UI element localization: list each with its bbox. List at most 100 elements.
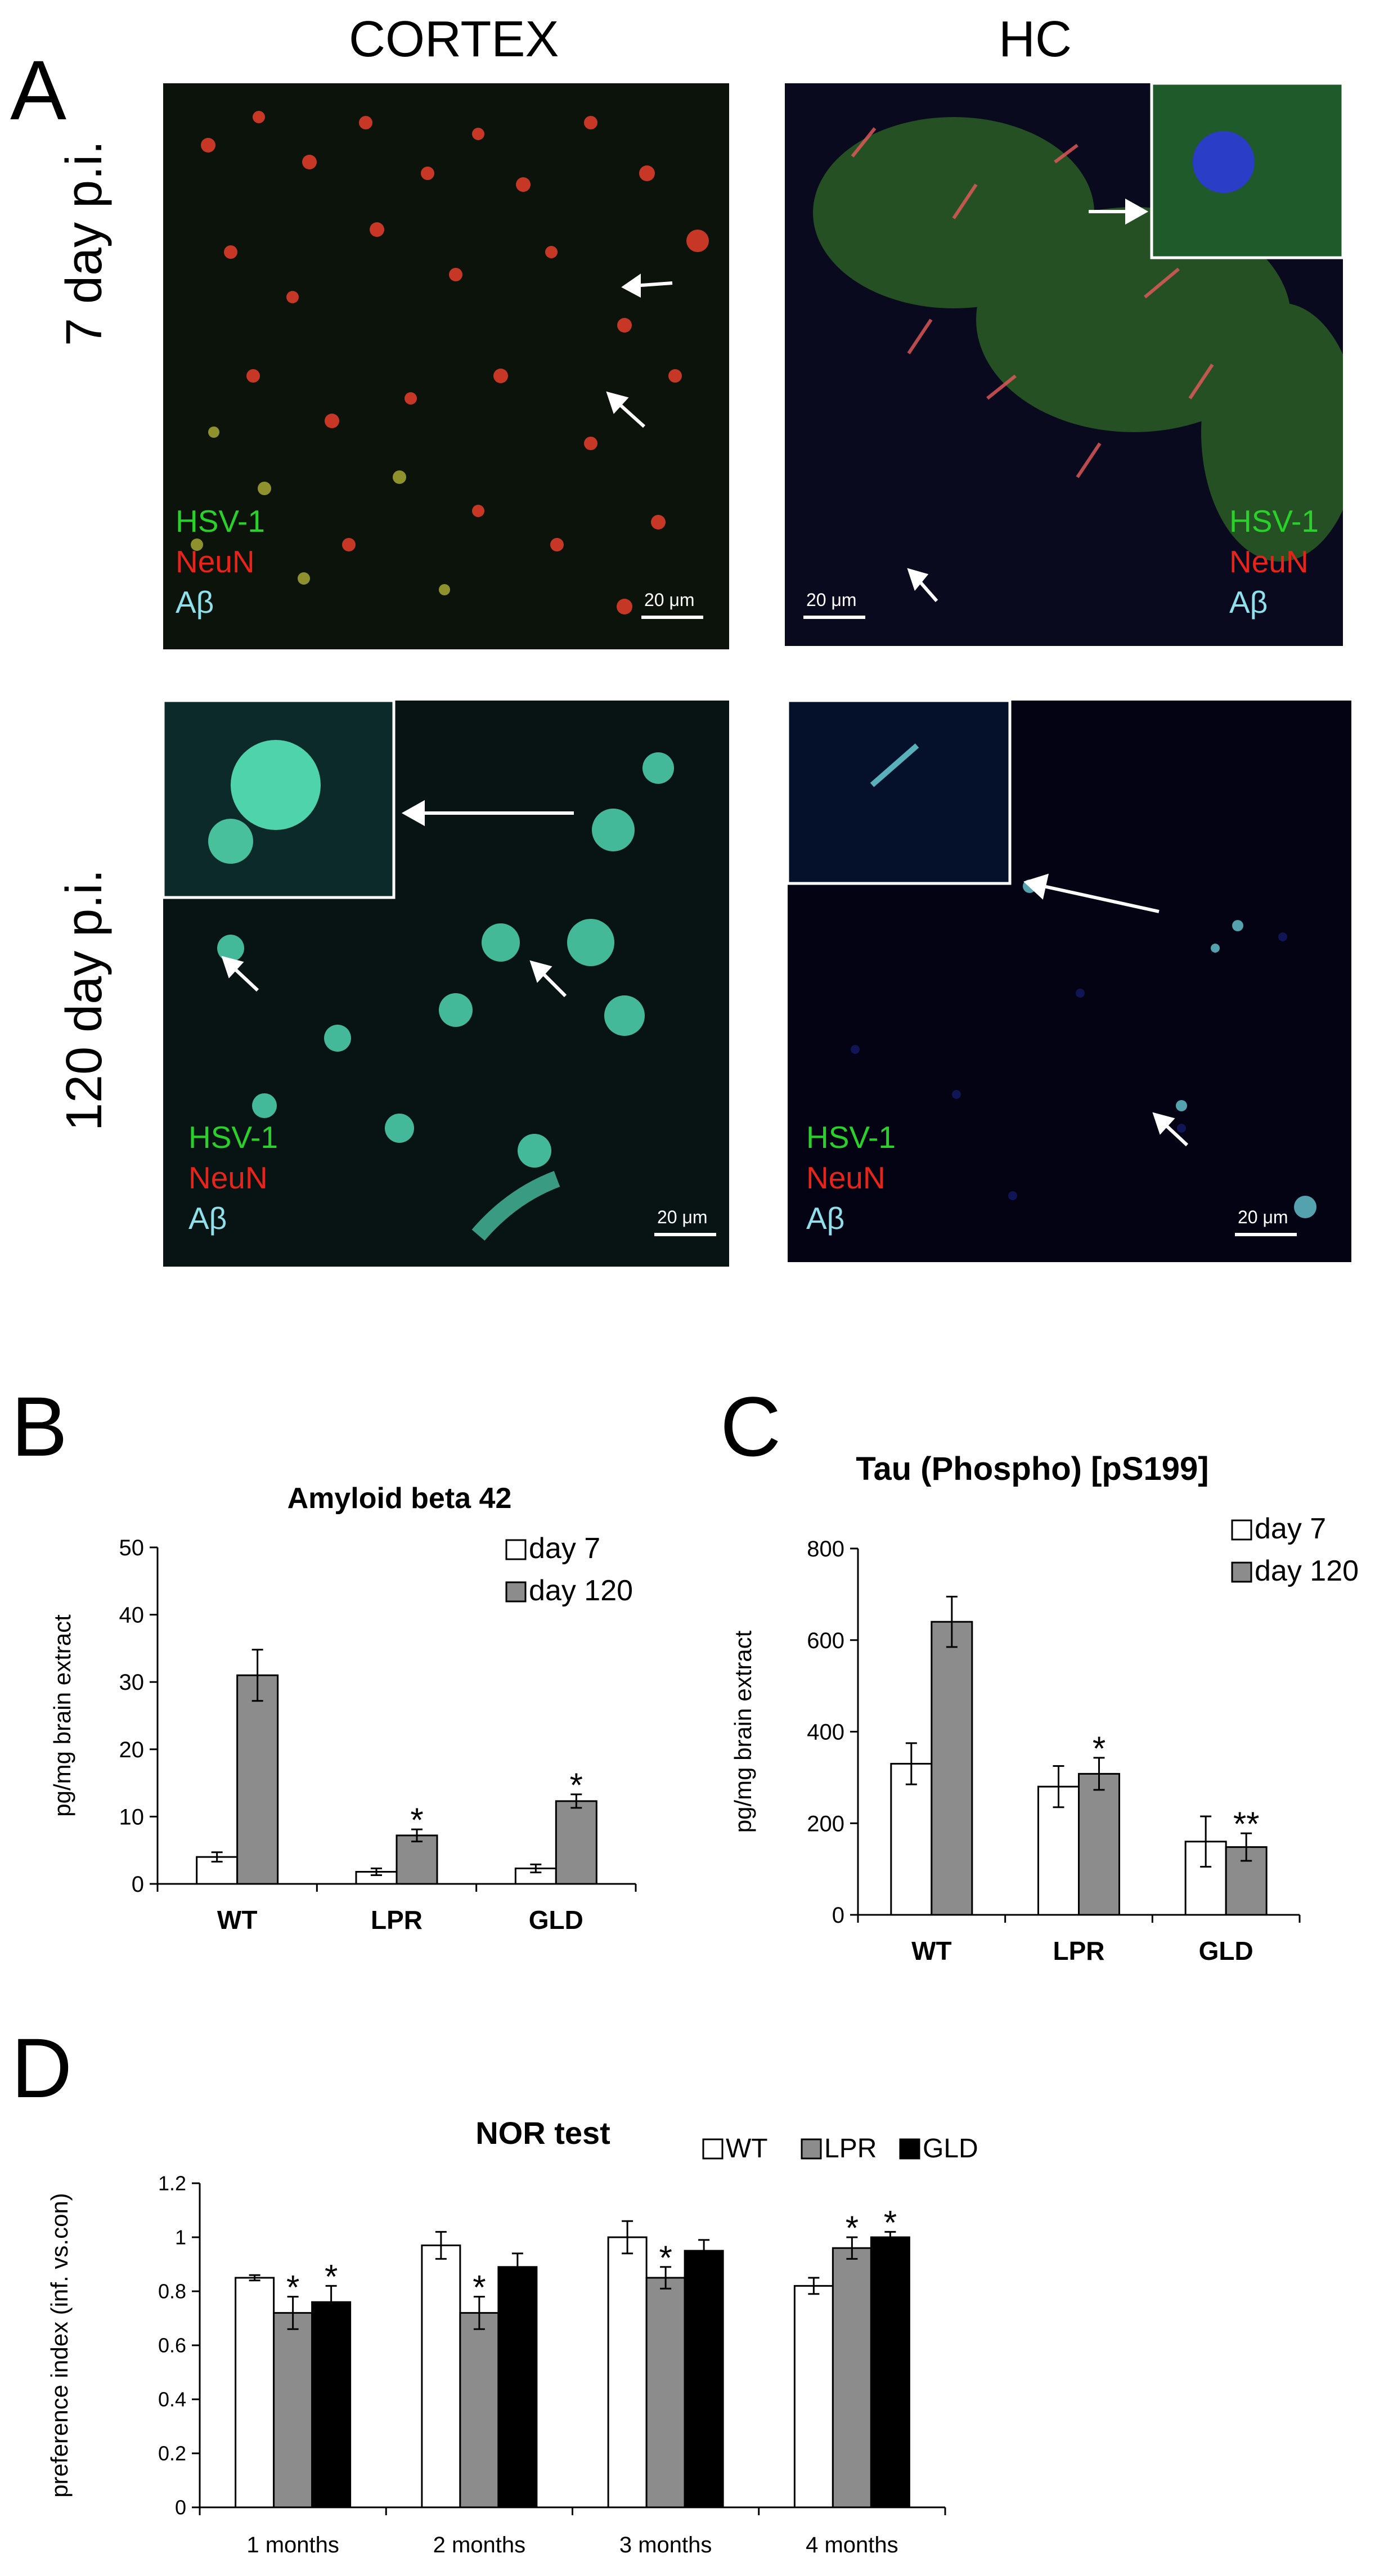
category-label: LPR (1053, 1936, 1105, 1965)
bar (1078, 1772, 1120, 1916)
legend-label: day 7 (529, 1532, 600, 1565)
legend-label: WT (726, 2134, 768, 2164)
y-tick-label: 0.4 (158, 2388, 186, 2411)
legend-swatch (1231, 1561, 1252, 1583)
category-label: WT (911, 1936, 952, 1965)
row-title-day120: 120 day p.i. (56, 869, 113, 1131)
scale-label: 20 μm (1238, 1207, 1288, 1227)
bar (931, 1621, 973, 1916)
legend-hsv1: HSV-1 (188, 1120, 278, 1155)
scale-label: 20 μm (806, 590, 857, 610)
y-tick-label: 0.2 (158, 2442, 186, 2465)
bar (273, 2312, 313, 2508)
scale-bar (803, 616, 865, 619)
panel-letter-d: D (11, 2021, 73, 2115)
legend-swatch (1231, 1519, 1252, 1541)
legend-label: GLD (923, 2134, 978, 2164)
legend-abeta: Aβ (176, 585, 214, 620)
legend-neun: NeuN (188, 1160, 268, 1195)
category-label: LPR (371, 1905, 423, 1935)
legend-hc-day7: HSV-1 NeuN Aβ (1229, 501, 1319, 622)
legend-swatch (702, 2138, 724, 2160)
bar (607, 2236, 648, 2508)
significance-star: * (325, 2258, 338, 2295)
chart-title: Amyloid beta 42 (287, 1482, 512, 1515)
chart-title: Tau (Phospho) [pS199] (856, 1451, 1208, 1487)
legend-label: LPR (824, 2134, 877, 2164)
chart-amyloid-beta-42: Amyloid beta 42 pg/mg brain extract 0 10 20 3… (49, 1482, 637, 1935)
y-axis-label: pg/mg brain extract (49, 1614, 75, 1817)
legend-abeta: Aβ (806, 1201, 845, 1236)
y-tick-label: 400 (807, 1720, 844, 1745)
legend-label: day 120 (1255, 1555, 1359, 1587)
y-tick-label: 0.6 (158, 2334, 186, 2357)
category-label: WT (217, 1905, 258, 1935)
category-label: 3 months (619, 2533, 712, 2557)
y-axis-label: pg/mg brain extract (730, 1630, 756, 1833)
chart-title: NOR test (475, 2115, 610, 2151)
y-tick-label: 30 (119, 1670, 145, 1695)
scale-label: 20 μm (644, 590, 695, 610)
panel-letter-b: B (11, 1379, 68, 1474)
legend-hc-day120: HSV-1 NeuN Aβ (806, 1117, 896, 1238)
micrograph-hc-day120 (788, 701, 1351, 1262)
y-axis-label: preference index (inf. vs.con) (46, 2193, 73, 2498)
bar (684, 2250, 724, 2508)
significance-star: * (1093, 1730, 1106, 1767)
micrograph-hc-day7 (785, 83, 1343, 646)
legend-hsv1: HSV-1 (1229, 504, 1319, 538)
bar (645, 2277, 686, 2508)
bar (497, 2266, 538, 2508)
legend-neun: NeuN (1229, 544, 1309, 579)
y-tick-label: 40 (119, 1603, 145, 1628)
bar (890, 1762, 933, 1916)
bar (793, 2285, 834, 2508)
legend-label: day 7 (1255, 1513, 1326, 1545)
row-title-day7: 7 day p.i. (56, 140, 113, 346)
y-tick-label: 600 (807, 1628, 844, 1653)
y-tick-label: 0 (832, 1903, 844, 1928)
legend-swatch (899, 2138, 920, 2160)
significance-star: * (884, 2203, 897, 2241)
legend-neun: NeuN (806, 1160, 886, 1195)
category-label: 2 months (433, 2533, 526, 2557)
y-tick-label: 10 (119, 1805, 145, 1829)
y-tick-label: 1.2 (158, 2172, 186, 2195)
bar (311, 2301, 352, 2508)
bar (421, 2244, 461, 2508)
significance-star: * (410, 1801, 423, 1839)
legend-label: day 120 (529, 1574, 633, 1607)
scale-bar (654, 1233, 716, 1236)
column-title-cortex: CORTEX (349, 11, 559, 68)
chart-nor-test: NOR test preference index (inf. vs.con) 0 0… (46, 2115, 978, 2557)
y-tick-label: 0.8 (158, 2280, 186, 2303)
bar (555, 1800, 597, 1885)
panel-letter-c: C (720, 1379, 781, 1474)
category-label: 1 months (246, 2533, 339, 2557)
chart-tau-phospho: Tau (Phospho) [pS199] pg/mg brain extract… (730, 1451, 1359, 1965)
bar (235, 2277, 275, 2508)
y-tick-label: 0 (132, 1872, 144, 1897)
legend-abeta: Aβ (1229, 585, 1268, 620)
y-tick-label: 0 (175, 2496, 186, 2519)
legend-hsv1: HSV-1 (806, 1120, 896, 1155)
legend-cortex-day7: HSV-1 NeuN Aβ (176, 501, 265, 622)
legend-swatch (505, 1539, 527, 1560)
panel-letter-a: A (10, 43, 67, 137)
category-label: GLD (1199, 1936, 1253, 1965)
y-tick-label: 1 (175, 2226, 186, 2249)
micrograph-cortex-day7 (163, 83, 729, 649)
significance-star: * (659, 2239, 672, 2277)
bar (396, 1834, 438, 1885)
column-title-hc: HC (999, 11, 1072, 68)
legend-cortex-day120: HSV-1 NeuN Aβ (188, 1117, 278, 1238)
significance-star: ** (1233, 1805, 1260, 1843)
y-tick-label: 20 (119, 1738, 145, 1762)
category-label: GLD (529, 1905, 583, 1935)
significance-star: * (570, 1766, 583, 1804)
scale-bar (1235, 1233, 1297, 1236)
category-label: 4 months (806, 2533, 898, 2557)
bar (236, 1674, 279, 1885)
scale-label: 20 μm (657, 1207, 708, 1227)
scale-bar (641, 616, 703, 619)
